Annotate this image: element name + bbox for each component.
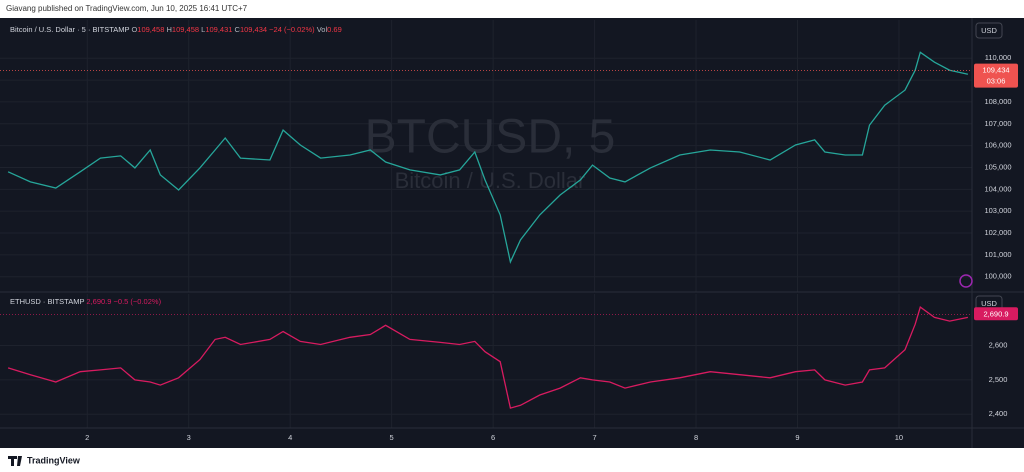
ohlc-value: 109,431 [205,25,232,34]
y-tick-label: 105,000 [984,162,1011,171]
y-tick-label: 104,000 [984,184,1011,193]
symbol-title: Bitcoin / U.S. Dollar · 5 · BITSTAMP [10,25,129,34]
volume-value: 0.69 [327,25,342,34]
publisher: Giavang published on TradingView.com, Ju… [6,4,248,13]
btc-legend: Bitcoin / U.S. Dollar · 5 · BITSTAMP O10… [10,25,342,34]
y-tick-label: 106,000 [984,141,1011,150]
y-tick-label: 100,000 [984,272,1011,281]
price-line [7,51,969,264]
y-tick-label: 2,500 [989,375,1008,384]
last-value: 2,690.9 [86,297,111,306]
x-tick-label: 4 [288,433,292,442]
y-tick-label: 110,000 [985,53,1012,62]
currency[interactable]: USD [981,299,997,308]
brand: TradingView [27,455,81,465]
price-line [7,306,969,409]
ohlc-value: 109,458 [137,25,164,34]
ohlc-key: H [167,25,172,34]
countdown: 03:06 [987,77,1006,86]
y-tick-label: 108,000 [984,97,1011,106]
ohlc-value: 109,434 [240,25,267,34]
last-price-label: 109,434 [982,66,1009,75]
y-tick-label: 101,000 [984,250,1011,259]
x-tick-label: 5 [390,433,394,442]
x-tick-label: 8 [694,433,698,442]
y-tick-label: 107,000 [984,119,1011,128]
last-price-label: 2,690.9 [983,309,1008,318]
y-tick-label: 2,600 [989,341,1008,350]
plots: 100,000 101,000 102,000 103,000 104,000 105,0… [0,51,1018,442]
ohlc-key: L [201,25,205,34]
last-price-box [974,307,1018,321]
logo [8,456,22,466]
eth-legend: ETHUSD · BITSTAMP 2,690.9 −0.5 (−0.02%) [10,297,162,306]
change: −0.5 (−0.02%) [114,297,162,306]
last-price-box [974,63,1018,88]
y-tick-label: 103,000 [984,206,1011,215]
ohlc-key: O [131,25,137,34]
y-tick-label: 102,000 [984,228,1011,237]
alert-icon[interactable] [959,274,973,288]
currency-button[interactable] [975,22,1003,39]
x-tick-label: 3 [187,433,191,442]
ohlc-value: 109,458 [172,25,199,34]
volume-key: Vol [317,25,328,34]
x-tick-label: 6 [491,433,495,442]
x-tick-label: 2 [85,433,89,442]
watermark: BTCUSD, 5 [365,111,616,164]
symbol-title: ETHUSD · BITSTAMP [10,297,84,306]
y-tick-label: 2,400 [989,409,1008,418]
x-tick-label: 7 [592,433,596,442]
grid [0,20,972,428]
x-tick-label: 9 [795,433,799,442]
ohlc-key: C [235,25,241,34]
currency[interactable]: USD [981,26,997,35]
change: −24 (−0.02%) [269,25,315,34]
x-tick-label: 10 [895,433,903,442]
